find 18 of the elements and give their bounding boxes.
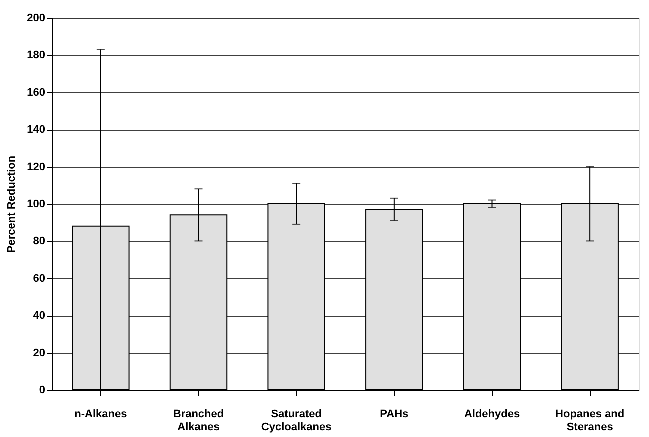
x-tick-label: Saturated Cycloalkanes [261,408,332,434]
y-tick-label: 20 [33,347,46,360]
x-tick-label: PAHs [380,408,409,420]
x-tick-label: Aldehydes [464,408,520,420]
x-tick-label: n-Alkanes [74,408,128,420]
y-tick-label: 140 [27,124,46,136]
x-tick-label: Branched Alkanes [173,408,224,434]
y-tick-label: 120 [27,161,46,174]
y-axis-title: Percent Reduction [6,156,18,254]
y-tick-label: 0 [39,384,46,396]
y-tick-label: 180 [27,50,46,62]
y-tick-label: 160 [27,86,46,99]
y-tick-label: 40 [33,310,46,322]
x-tick-label: Hopanes and Steranes [556,408,625,434]
y-tick-label: 200 [27,12,46,24]
y-tick-label: 80 [33,236,46,248]
y-tick-label: 100 [27,198,46,210]
y-tick-label: 60 [33,272,46,285]
